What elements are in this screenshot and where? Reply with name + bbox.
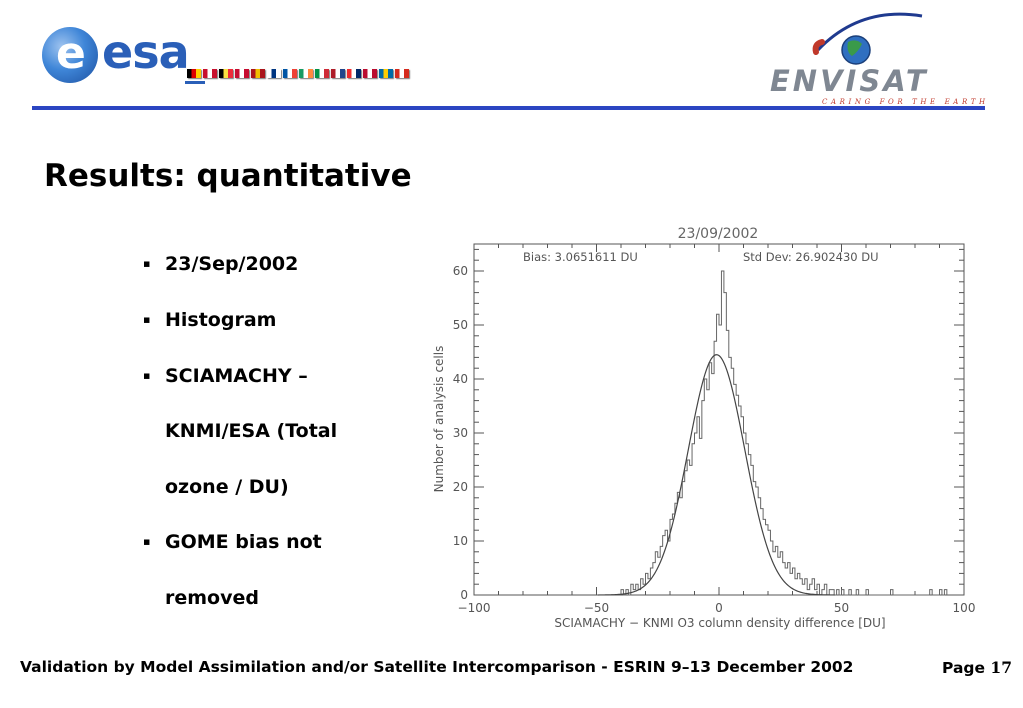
flag-icon [347,69,361,78]
bullet-continuation: removed [165,587,259,609]
esa-globe-icon: e [42,27,98,83]
flag-icon [395,69,409,78]
x-tick-label: −50 [584,601,609,615]
bullet-marker-icon: ▪ [143,369,151,382]
y-tick-label: 10 [453,534,468,548]
member-state-flags [187,69,409,78]
histogram-chart: 23/09/2002 −100 −50 0 50 100 0 10 20 30 40 50 60 B… [432,226,976,630]
slide-footer: Validation by Model Assimilation and/or … [0,656,1023,680]
axis-ticks [473,244,965,596]
bullet-marker-icon: ▪ [143,313,151,326]
y-tick-label: 0 [460,588,468,602]
x-tick-label: −100 [458,601,491,615]
flag-icon [379,69,393,78]
flag-icon [299,69,313,78]
flag-icon [219,69,233,78]
esa-logo-letter: e [56,28,86,79]
envisat-wordmark: ENVISAT [770,64,929,98]
std-dev-annotation: Std Dev: 26.902430 DU [743,250,879,264]
flag-icon [203,69,217,78]
y-tick-label: 60 [453,264,468,278]
x-tick-label: 50 [834,601,849,615]
bullet-text: SCIAMACHY – [165,365,308,387]
gaussian-fit-curve [598,354,835,596]
bullet-text: 23/Sep/2002 [165,253,299,275]
esa-underline [185,81,205,84]
y-tick-label: 20 [453,480,468,494]
flag-icon [363,69,377,78]
envisat-logo: ENVISAT CARING FOR THE EARTH [770,12,990,107]
page-label: Page [942,659,991,677]
flag-icon [331,69,345,78]
page-number: 17 [990,658,1012,677]
bullet-item-sciamachy: ▪ SCIAMACHY – [143,364,308,388]
y-tick-labels: 0 10 20 30 40 50 60 [453,264,468,602]
header-divider [32,106,985,110]
envisat-satellite-icon [812,12,923,65]
x-tick-labels: −100 −50 0 50 100 [458,601,976,615]
page-indicator: Page 17 [942,658,1012,677]
x-tick-label: 100 [953,601,976,615]
x-tick-label: 0 [715,601,723,615]
y-axis-label: Number of analysis cells [432,346,446,493]
footer-text: Validation by Model Assimilation and/or … [20,658,854,676]
histogram-bars [620,270,948,596]
slide-header: e esa ENVISAT CARING FOR THE EARTH [0,0,1023,115]
bullet-text: Histogram [165,309,277,331]
flag-icon [267,69,281,78]
esa-logo: e esa [40,25,440,90]
plot-frame [473,243,965,596]
x-axis-label: SCIAMACHY − KNMI O3 column density diffe… [554,616,885,630]
bullet-continuation: ozone / DU) [165,476,289,498]
flag-icon [187,69,201,78]
bias-annotation: Bias: 3.0651611 DU [523,250,638,264]
bullet-item-histogram: ▪ Histogram [143,308,276,332]
bullet-marker-icon: ▪ [143,535,151,548]
chart-title: 23/09/2002 [678,226,759,242]
bullet-text: GOME bias not [165,531,322,553]
bullet-continuation: KNMI/ESA (Total [165,420,338,442]
bullet-item-gome: ▪ GOME bias not [143,530,322,554]
y-tick-label: 30 [453,426,468,440]
flag-icon [235,69,249,78]
bullet-item-date: ▪ 23/Sep/2002 [143,252,298,276]
envisat-tagline: CARING FOR THE EARTH [822,98,989,106]
flag-icon [283,69,297,78]
slide-title: Results: quantitative [44,158,412,194]
esa-wordmark: esa [102,25,190,79]
flag-icon [251,69,265,78]
bullet-marker-icon: ▪ [143,257,151,270]
flag-icon [315,69,329,78]
y-tick-label: 40 [453,372,468,386]
y-tick-label: 50 [453,318,468,332]
